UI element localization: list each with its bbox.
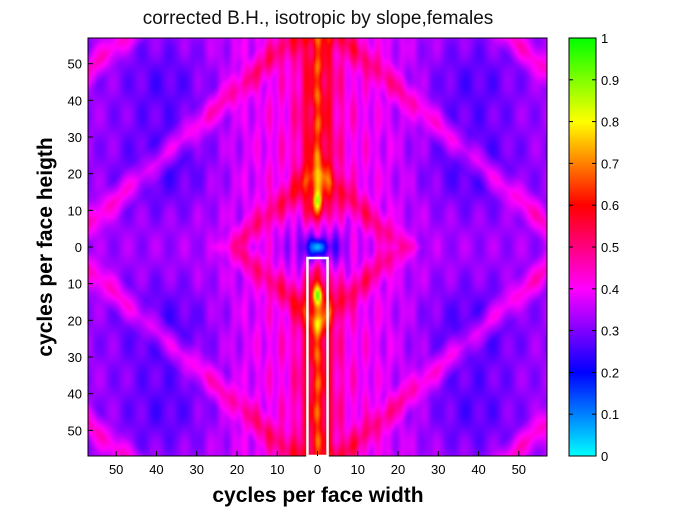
x-axis-label: cycles per face width (212, 484, 423, 507)
x-tick-label: 20 (230, 462, 244, 477)
x-tick-label: 50 (512, 462, 526, 477)
colorbar-tick-label: 0.9 (601, 73, 619, 88)
colorbar-tick-label: 0.5 (601, 240, 619, 255)
y-axis-ticks: 50 40 30 20 10 0 10 20 30 40 50 (68, 57, 93, 438)
colorbar-tick-label: 0.4 (601, 282, 619, 297)
colorbar-tick-label: 1 (601, 31, 608, 46)
x-tick-label: 50 (109, 462, 123, 477)
colorbar-tick-label: 0.6 (601, 198, 619, 213)
x-tick-label: 40 (471, 462, 485, 477)
x-tick-label: 10 (351, 462, 365, 477)
y-axis-label: cycles per face heigth (34, 137, 57, 356)
y-tick-label: 10 (68, 203, 82, 218)
colorbar-gradient (568, 37, 597, 457)
x-axis-ticks: 50 40 30 20 10 0 10 20 30 40 50 (109, 451, 526, 477)
x-tick-label: 30 (431, 462, 445, 477)
y-tick-label: 50 (68, 57, 82, 72)
x-tick-label: 0 (314, 462, 321, 477)
heatmap-image (88, 38, 547, 456)
heatmap (87, 37, 548, 458)
x-tick-label: 20 (391, 462, 405, 477)
colorbar: 0 0.1 0.2 0.3 0.4 0.5 0.6 0.7 0.8 0.9 1 (568, 31, 619, 464)
y-tick-label: 20 (68, 167, 82, 182)
y-tick-label: 0 (75, 240, 82, 255)
y-tick-label: 50 (68, 423, 82, 438)
x-tick-label: 40 (149, 462, 163, 477)
y-tick-label: 40 (68, 93, 82, 108)
colorbar-tick-label: 0 (601, 449, 608, 464)
y-tick-label: 30 (68, 350, 82, 365)
colorbar-tick-label: 0.1 (601, 407, 619, 422)
y-tick-label: 20 (68, 313, 82, 328)
colorbar-tick-label: 0.8 (601, 115, 619, 130)
chart-title: corrected B.H., isotropic by slope,femal… (143, 8, 494, 29)
y-tick-label: 10 (68, 277, 82, 292)
colorbar-tick-label: 0.3 (601, 324, 619, 339)
colorbar-ticks: 0 0.1 0.2 0.3 0.4 0.5 0.6 0.7 0.8 0.9 1 (569, 31, 619, 464)
x-tick-label: 10 (270, 462, 284, 477)
x-tick-label: 30 (189, 462, 203, 477)
colorbar-tick-label: 0.2 (601, 365, 619, 380)
y-tick-label: 40 (68, 387, 82, 402)
colorbar-tick-label: 0.7 (601, 156, 619, 171)
y-tick-label: 30 (68, 130, 82, 145)
